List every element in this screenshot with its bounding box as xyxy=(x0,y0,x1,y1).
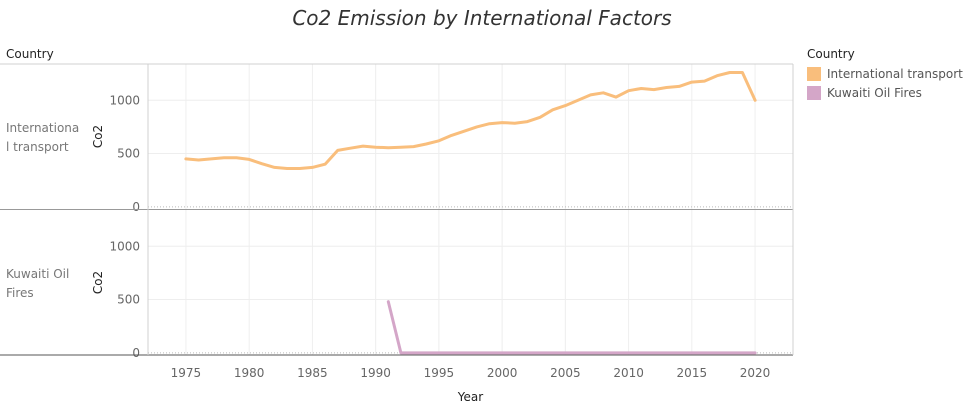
legend: Country International transport Kuwaiti … xyxy=(807,47,963,102)
row-label: l transport xyxy=(6,140,69,154)
legend-item-kuwaiti-oil-fires[interactable]: Kuwaiti Oil Fires xyxy=(807,83,963,102)
x-tick-label: 2020 xyxy=(740,366,771,380)
x-tick-label: 2010 xyxy=(613,366,644,380)
row-label: Internationa xyxy=(6,121,79,135)
x-tick-label: 1990 xyxy=(360,366,391,380)
row-dimension-header: Country xyxy=(6,47,54,61)
y-tick-label: 1000 xyxy=(109,239,140,253)
row-label: Fires xyxy=(6,286,34,300)
x-tick-label: 1995 xyxy=(424,366,455,380)
y-tick-label: 1000 xyxy=(109,93,140,107)
y-tick-label: 0 xyxy=(132,200,140,214)
series-line-2 xyxy=(386,300,757,355)
x-tick-label: 1975 xyxy=(171,366,202,380)
legend-item-international-transport[interactable]: International transport xyxy=(807,64,963,83)
y-tick-label: 500 xyxy=(117,293,140,307)
panel-1: 0 500 1000 Co2 Internationa l transport xyxy=(6,71,793,214)
x-tick-label: 1980 xyxy=(234,366,265,380)
x-tick-label: 2015 xyxy=(677,366,708,380)
panel-2: 0 500 1000 Co2 Kuwaiti Oil Fires xyxy=(6,239,793,360)
legend-swatch xyxy=(807,66,821,81)
y-tick-label: 0 xyxy=(132,346,140,360)
y-tick-label: 500 xyxy=(117,147,140,161)
legend-item-label: International transport xyxy=(827,66,963,81)
y-axis-title: Co2 xyxy=(91,271,105,294)
x-tick-label: 2000 xyxy=(487,366,518,380)
x-axis-title: Year xyxy=(457,390,483,404)
y-axis-title: Co2 xyxy=(91,125,105,148)
x-tick-label: 1985 xyxy=(297,366,328,380)
series-line-1 xyxy=(184,71,757,170)
legend-title: Country xyxy=(807,47,855,61)
legend-item-label: Kuwaiti Oil Fires xyxy=(827,85,922,100)
row-label: Kuwaiti Oil xyxy=(6,267,69,281)
legend-swatch xyxy=(807,85,821,100)
chart-title: Co2 Emission by International Factors xyxy=(292,6,672,30)
x-tick-label: 2005 xyxy=(550,366,581,380)
